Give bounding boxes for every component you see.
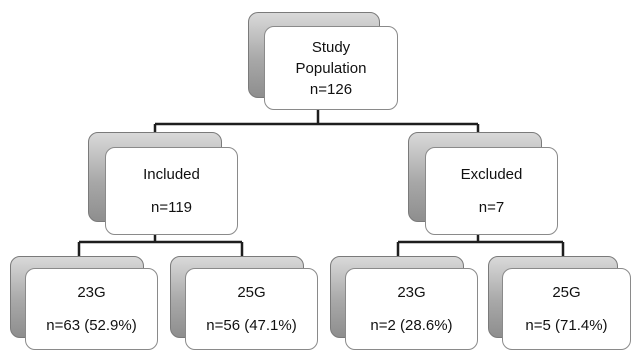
leaf-label: 25G [237,284,266,301]
leaf-excluded-23g: 23G n=2 (28.6%) [330,256,478,350]
leaf-count: n=5 (71.4%) [525,317,608,334]
leaf-card: 25G n=56 (47.1%) [185,268,318,350]
root-node-card: Study Population n=126 [264,26,398,110]
included-count: n=119 [150,199,192,216]
leaf-card: 23G n=2 (28.6%) [345,268,478,350]
leaf-label: 23G [77,284,106,301]
excluded-node: Excluded n=7 [408,132,560,236]
connector-included [77,230,244,266]
root-count: n=126 [309,80,353,98]
root-node: Study Population n=126 [248,12,400,112]
leaf-count: n=63 (52.9%) [46,317,137,334]
included-node-card: Included n=119 [105,147,238,235]
leaf-card: 25G n=5 (71.4%) [502,268,631,350]
leaf-card: 23G n=63 (52.9%) [25,268,158,350]
leaf-label: 25G [552,284,581,301]
included-node: Included n=119 [88,132,240,236]
excluded-count: n=7 [478,199,505,216]
leaf-included-23g: 23G n=63 (52.9%) [10,256,158,350]
included-label: Included [143,166,200,183]
leaf-count: n=56 (47.1%) [206,317,297,334]
connector-root [153,104,480,146]
leaf-label: 23G [397,284,426,301]
leaf-count: n=2 (28.6%) [370,317,453,334]
excluded-node-card: Excluded n=7 [425,147,558,235]
leaf-included-25g: 25G n=56 (47.1%) [170,256,318,350]
excluded-label: Excluded [460,166,523,183]
connector-excluded [396,230,565,266]
root-label-line2: Population [295,59,367,77]
root-label-line1: Study [311,38,351,56]
leaf-excluded-25g: 25G n=5 (71.4%) [488,256,631,350]
